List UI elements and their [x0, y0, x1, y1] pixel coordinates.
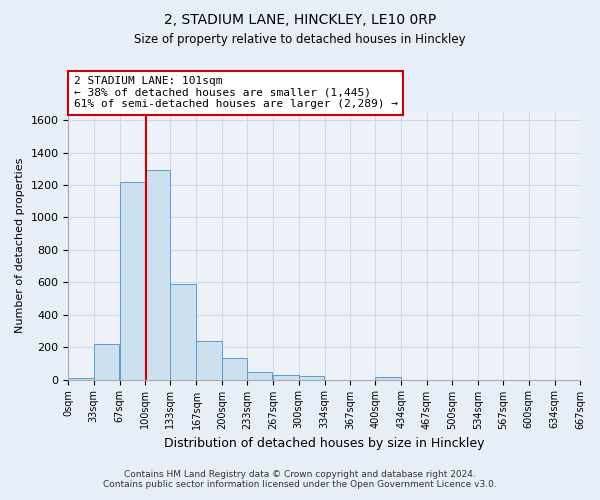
Text: Size of property relative to detached houses in Hinckley: Size of property relative to detached ho…: [134, 32, 466, 46]
Bar: [94, 344, 119, 380]
Bar: [222, 358, 247, 380]
Text: Contains HM Land Registry data © Crown copyright and database right 2024.
Contai: Contains HM Land Registry data © Crown c…: [103, 470, 497, 489]
Bar: [120, 182, 145, 380]
Bar: [170, 284, 196, 380]
Bar: [273, 374, 299, 380]
Text: 2, STADIUM LANE, HINCKLEY, LE10 0RP: 2, STADIUM LANE, HINCKLEY, LE10 0RP: [164, 12, 436, 26]
Y-axis label: Number of detached properties: Number of detached properties: [15, 158, 25, 334]
Bar: [196, 342, 222, 380]
Bar: [68, 378, 94, 380]
Text: 2 STADIUM LANE: 101sqm
← 38% of detached houses are smaller (1,445)
61% of semi-: 2 STADIUM LANE: 101sqm ← 38% of detached…: [74, 76, 398, 110]
Bar: [299, 376, 324, 380]
Bar: [375, 377, 401, 380]
Bar: [145, 170, 170, 380]
X-axis label: Distribution of detached houses by size in Hinckley: Distribution of detached houses by size …: [164, 437, 484, 450]
Bar: [247, 372, 272, 380]
